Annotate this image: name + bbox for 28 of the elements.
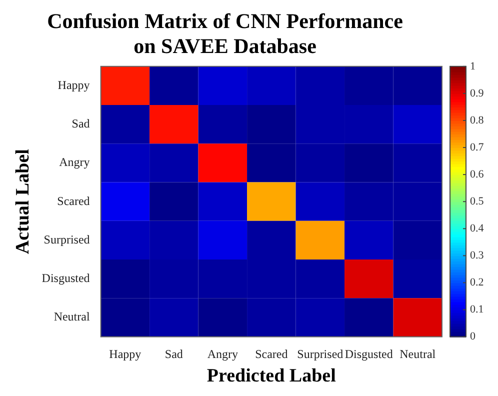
x-tick-label: Angry <box>207 347 238 362</box>
color-bar-label: 0.6 <box>470 168 484 180</box>
color-bar-label: 0.9 <box>470 87 484 100</box>
y-tick-label: Neutral <box>54 310 90 324</box>
y-axis-title: Actual Label <box>12 149 34 254</box>
x-tick-label: Happy <box>109 347 142 362</box>
x-tick-label: Surprised <box>297 347 344 362</box>
color-bar-label: 0.1 <box>470 304 484 316</box>
y-tick-label: Happy <box>58 78 90 92</box>
color-bar-label: 0.4 <box>470 222 484 235</box>
x-tick-label: Scared <box>255 347 288 362</box>
y-tick-label: Disgusted <box>42 271 90 286</box>
x-axis-title: Predicted Label <box>206 366 336 387</box>
color-bar-label: 1 <box>470 60 476 72</box>
y-tick-label: Sad <box>72 116 90 130</box>
color-bar-label: 0.5 <box>470 195 484 208</box>
x-tick-label: Sad <box>164 347 183 362</box>
x-tick-label: Neutral <box>400 347 436 362</box>
x-tick-label: Disgusted <box>344 347 393 362</box>
y-tick-label: Scared <box>57 194 90 208</box>
chart-title: Confusion Matrix of CNN Performance on SAVEE Database <box>47 9 403 58</box>
color-bar-label: 0 <box>470 330 476 343</box>
color-bar-label: 0.3 <box>470 250 484 262</box>
y-tick-label: Surprised <box>44 232 90 246</box>
color-bar-label: 0.7 <box>470 141 484 154</box>
color-bar-label: 0.2 <box>470 276 484 289</box>
color-bar-label: 0.8 <box>470 114 484 126</box>
y-tick-label: Angry <box>59 155 90 170</box>
